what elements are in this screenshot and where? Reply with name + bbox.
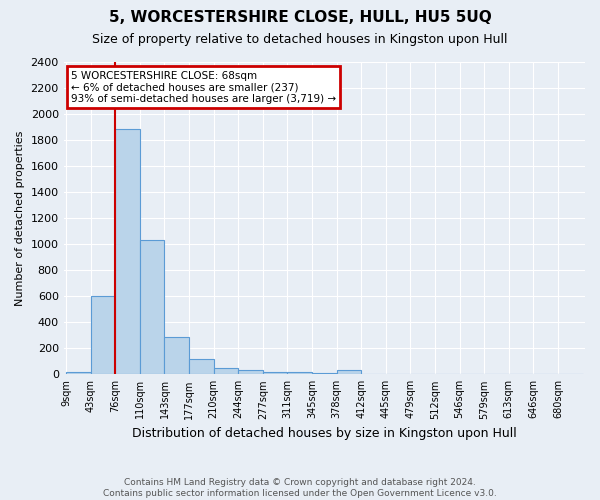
Bar xyxy=(287,372,312,374)
Text: Size of property relative to detached houses in Kingston upon Hull: Size of property relative to detached ho… xyxy=(92,32,508,46)
Bar xyxy=(214,368,238,374)
Bar xyxy=(189,360,214,374)
Y-axis label: Number of detached properties: Number of detached properties xyxy=(15,130,25,306)
Bar xyxy=(263,372,287,374)
Bar xyxy=(164,336,189,374)
Bar xyxy=(66,372,91,374)
Text: Contains HM Land Registry data © Crown copyright and database right 2024.
Contai: Contains HM Land Registry data © Crown c… xyxy=(103,478,497,498)
Bar xyxy=(91,296,115,374)
X-axis label: Distribution of detached houses by size in Kingston upon Hull: Distribution of detached houses by size … xyxy=(132,427,517,440)
Bar xyxy=(312,373,337,374)
Bar xyxy=(115,130,140,374)
Bar xyxy=(238,370,263,374)
Text: 5 WORCESTERSHIRE CLOSE: 68sqm
← 6% of detached houses are smaller (237)
93% of s: 5 WORCESTERSHIRE CLOSE: 68sqm ← 6% of de… xyxy=(71,70,336,104)
Bar xyxy=(140,240,164,374)
Bar xyxy=(337,370,361,374)
Text: 5, WORCESTERSHIRE CLOSE, HULL, HU5 5UQ: 5, WORCESTERSHIRE CLOSE, HULL, HU5 5UQ xyxy=(109,10,491,25)
